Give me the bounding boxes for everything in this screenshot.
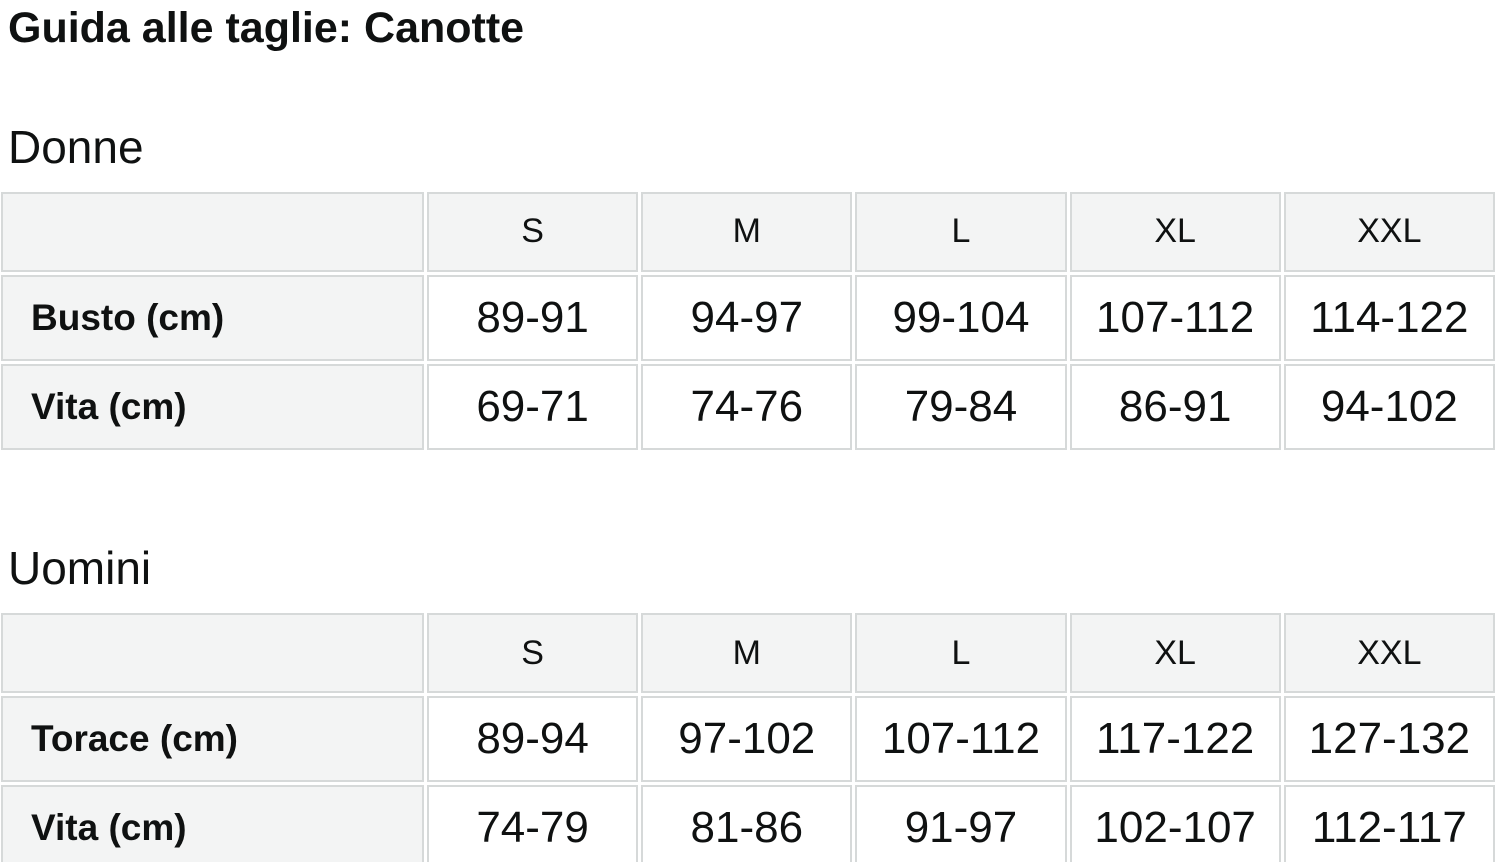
table-header-row: S M L XL XXL	[1, 191, 1495, 272]
column-header-xl: XL	[1069, 613, 1281, 694]
table-cell: 89-94	[427, 696, 639, 783]
column-header-xxl: XXL	[1283, 191, 1495, 272]
column-header-m: M	[641, 613, 853, 694]
table-cell: 69-71	[427, 363, 639, 450]
table-cell: 107-112	[855, 696, 1067, 783]
table-cell: 79-84	[855, 363, 1067, 450]
table-cell: 102-107	[1069, 785, 1281, 862]
table-row-waist: Vita (cm) 74-79 81-86 91-97 102-107 112-…	[1, 785, 1495, 862]
table-cell: 107-112	[1069, 274, 1281, 361]
row-label-bust: Busto (cm)	[1, 274, 424, 361]
row-label-waist: Vita (cm)	[1, 785, 424, 862]
column-header-l: L	[855, 191, 1067, 272]
table-row-chest: Torace (cm) 89-94 97-102 107-112 117-122…	[1, 696, 1495, 783]
column-header-l: L	[855, 613, 1067, 694]
table-cell: 97-102	[641, 696, 853, 783]
section-men: Uomini S M L XL XXL Torace (cm) 89-94	[0, 541, 1500, 862]
column-header-s: S	[427, 191, 639, 272]
table-cell: 86-91	[1069, 363, 1281, 450]
table-cell: 74-79	[427, 785, 639, 862]
table-cell: 112-117	[1283, 785, 1495, 862]
size-table-men: S M L XL XXL Torace (cm) 89-94 97-102 10…	[0, 610, 1498, 862]
column-header-s: S	[427, 613, 639, 694]
table-cell: 114-122	[1283, 274, 1495, 361]
corner-cell	[1, 191, 424, 272]
section-heading-men: Uomini	[8, 541, 152, 594]
table-cell: 127-132	[1283, 696, 1495, 783]
table-cell: 91-97	[855, 785, 1067, 862]
table-row-waist: Vita (cm) 69-71 74-76 79-84 86-91 94-102	[1, 363, 1495, 450]
table-header-row: S M L XL XXL	[1, 613, 1495, 694]
table-cell: 94-102	[1283, 363, 1495, 450]
table-row-bust: Busto (cm) 89-91 94-97 99-104 107-112 11…	[1, 274, 1495, 361]
row-label-chest: Torace (cm)	[1, 696, 424, 783]
size-table-women: S M L XL XXL Busto (cm) 89-91 94-97 99-1…	[0, 189, 1498, 453]
page-title: Guida alle taglie: Canotte	[8, 4, 525, 52]
row-label-waist: Vita (cm)	[1, 363, 424, 450]
table-cell: 117-122	[1069, 696, 1281, 783]
column-header-xxl: XXL	[1283, 613, 1495, 694]
section-women: Donne S M L XL XXL Busto (cm) 89-91	[0, 120, 1500, 453]
column-header-m: M	[641, 191, 853, 272]
table-cell: 99-104	[855, 274, 1067, 361]
section-heading-women: Donne	[8, 120, 144, 173]
table-cell: 94-97	[641, 274, 853, 361]
table-cell: 89-91	[427, 274, 639, 361]
column-header-xl: XL	[1069, 191, 1281, 272]
table-cell: 81-86	[641, 785, 853, 862]
corner-cell	[1, 613, 424, 694]
table-cell: 74-76	[641, 363, 853, 450]
